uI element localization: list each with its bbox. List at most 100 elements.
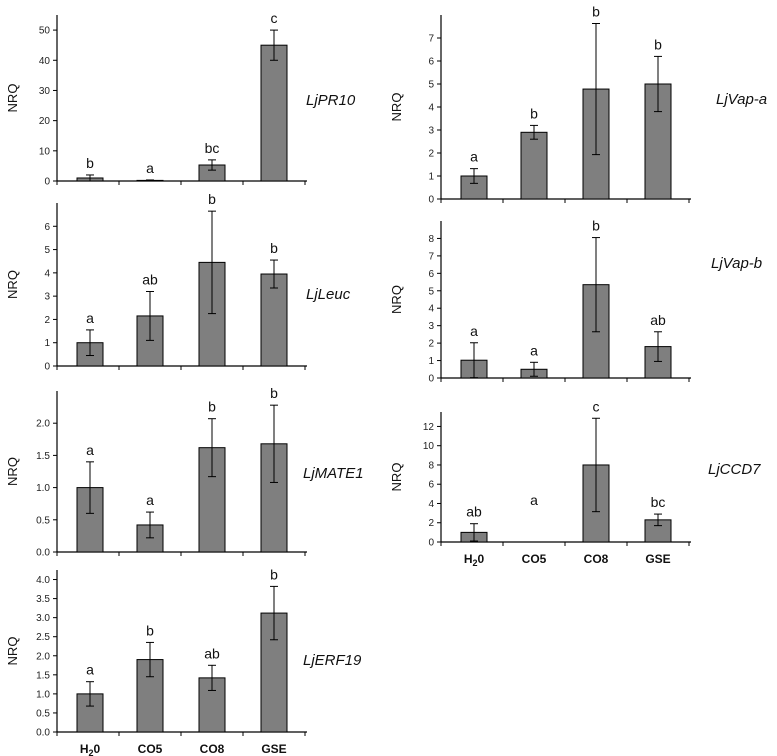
y-tick-label: 1.5 — [36, 451, 50, 462]
y-tick-label: 4 — [44, 268, 50, 279]
y-tick-label: 2 — [428, 149, 434, 160]
significance-label: b — [530, 105, 538, 121]
y-tick-label: 1 — [428, 172, 434, 183]
y-axis-label: NRQ — [5, 457, 20, 486]
x-tick-label: CO8 — [584, 552, 609, 566]
significance-label: b — [270, 385, 278, 401]
y-tick-label: 1.0 — [36, 689, 50, 700]
x-tick-label: H20 — [80, 742, 101, 756]
y-tick-label: 2.0 — [36, 651, 50, 662]
y-axis-label: NRQ — [389, 463, 404, 492]
y-tick-label: 3 — [44, 292, 50, 303]
y-tick-label: 4 — [428, 304, 434, 315]
gene-title: LjCCD7 — [708, 461, 761, 478]
y-tick-label: 0 — [428, 538, 434, 549]
significance-label: b — [146, 622, 154, 638]
y-tick-label: 10 — [39, 146, 51, 157]
y-axis-label: NRQ — [389, 285, 404, 314]
y-tick-label: 12 — [423, 422, 435, 433]
y-tick-label: 2 — [44, 315, 50, 326]
y-tick-label: 0 — [44, 177, 50, 188]
y-axis-label: NRQ — [389, 93, 404, 122]
y-tick-label: 0.5 — [36, 515, 50, 526]
y-tick-label: 30 — [39, 86, 51, 97]
bar-gse — [260, 273, 288, 367]
y-axis-label: NRQ — [5, 637, 20, 666]
y-tick-label: 40 — [39, 56, 51, 67]
y-tick-label: 6 — [428, 480, 434, 491]
significance-label: bc — [205, 140, 220, 156]
significance-label: bc — [651, 494, 666, 510]
y-tick-label: 20 — [39, 116, 51, 127]
panel-ljerf19: 0.0 0.5 1.0 1.5 2.0 2.5 3.0 3.5 4.0 NRQ LjERF19 a H2… — [5, 566, 362, 756]
y-tick-label: 7 — [428, 34, 434, 45]
panel-ljleuc: 0 1 2 3 4 5 6 NRQ LjLeuc a ab b b — [5, 191, 351, 372]
panel-ljccd7: 0 2 4 6 8 10 12 NRQ LjCCD7 ab H20 a CO5 c CO8 bc GSE — [389, 398, 761, 568]
significance-label: ab — [466, 504, 482, 520]
significance-label: b — [208, 399, 216, 415]
x-tick-label: GSE — [645, 552, 670, 566]
x-tick-label: GSE — [261, 742, 286, 756]
x-tick-label: CO5 — [138, 742, 163, 756]
y-tick-label: 10 — [423, 441, 435, 452]
significance-label: b — [592, 4, 600, 20]
x-tick-label: H20 — [464, 552, 485, 568]
y-tick-label: 2.5 — [36, 632, 50, 643]
y-tick-label: 1 — [44, 338, 50, 349]
significance-label: ab — [204, 645, 220, 661]
y-tick-label: 4.0 — [36, 575, 50, 586]
y-tick-label: 5 — [428, 286, 434, 297]
y-tick-label: 3 — [428, 126, 434, 137]
significance-label: c — [271, 10, 278, 26]
panel-ljpr10: 0 10 20 30 40 50 NRQ LjPR10 b a bc c — [5, 10, 356, 187]
y-tick-label: 5 — [44, 245, 50, 256]
gene-title: LjVap-a — [716, 91, 767, 108]
y-tick-label: 3.5 — [36, 594, 50, 605]
y-tick-label: 4 — [428, 103, 434, 114]
y-axis-label: NRQ — [5, 84, 20, 113]
bar-co5 — [520, 131, 548, 200]
significance-label: b — [654, 36, 662, 52]
bar-co5 — [136, 524, 164, 553]
significance-label: c — [593, 398, 600, 414]
y-tick-label: 8 — [428, 234, 434, 245]
significance-label: b — [86, 155, 94, 171]
significance-label: a — [86, 662, 94, 678]
y-tick-label: 5 — [428, 80, 434, 91]
significance-label: a — [86, 310, 94, 326]
y-tick-label: 4 — [428, 499, 434, 510]
y-tick-label: 0 — [428, 195, 434, 206]
y-tick-label: 0.0 — [36, 548, 50, 559]
x-tick-label: CO5 — [522, 552, 547, 566]
y-tick-label: 6 — [44, 222, 50, 233]
y-tick-label: 3.0 — [36, 613, 50, 624]
bar-gse — [260, 44, 288, 182]
significance-label: a — [530, 492, 538, 508]
y-tick-label: 2 — [428, 339, 434, 350]
significance-label: ab — [650, 312, 666, 328]
y-tick-label: 1.5 — [36, 670, 50, 681]
significance-label: a — [86, 442, 94, 458]
bar-co8 — [198, 677, 226, 733]
y-tick-label: 2 — [428, 518, 434, 529]
y-tick-label: 1.0 — [36, 483, 50, 494]
y-axis-label: NRQ — [5, 270, 20, 299]
significance-label: b — [270, 240, 278, 256]
bar-gse — [644, 346, 672, 379]
x-tick-label: CO8 — [200, 742, 225, 756]
significance-label: b — [592, 218, 600, 234]
gene-title: LjMATE1 — [303, 465, 364, 482]
significance-label: a — [146, 160, 154, 176]
y-tick-label: 3 — [428, 321, 434, 332]
panel-ljvap-a: 0 1 2 3 4 5 6 7 NRQ LjVap-a a b b b — [389, 4, 767, 206]
y-tick-label: 6 — [428, 269, 434, 280]
gene-title: LjPR10 — [306, 92, 356, 109]
y-tick-label: 0.5 — [36, 708, 50, 719]
y-tick-label: 50 — [39, 26, 51, 37]
significance-label: a — [530, 342, 538, 358]
gene-title: LjVap-b — [711, 255, 762, 272]
significance-label: b — [208, 191, 216, 207]
significance-label: ab — [142, 271, 158, 287]
